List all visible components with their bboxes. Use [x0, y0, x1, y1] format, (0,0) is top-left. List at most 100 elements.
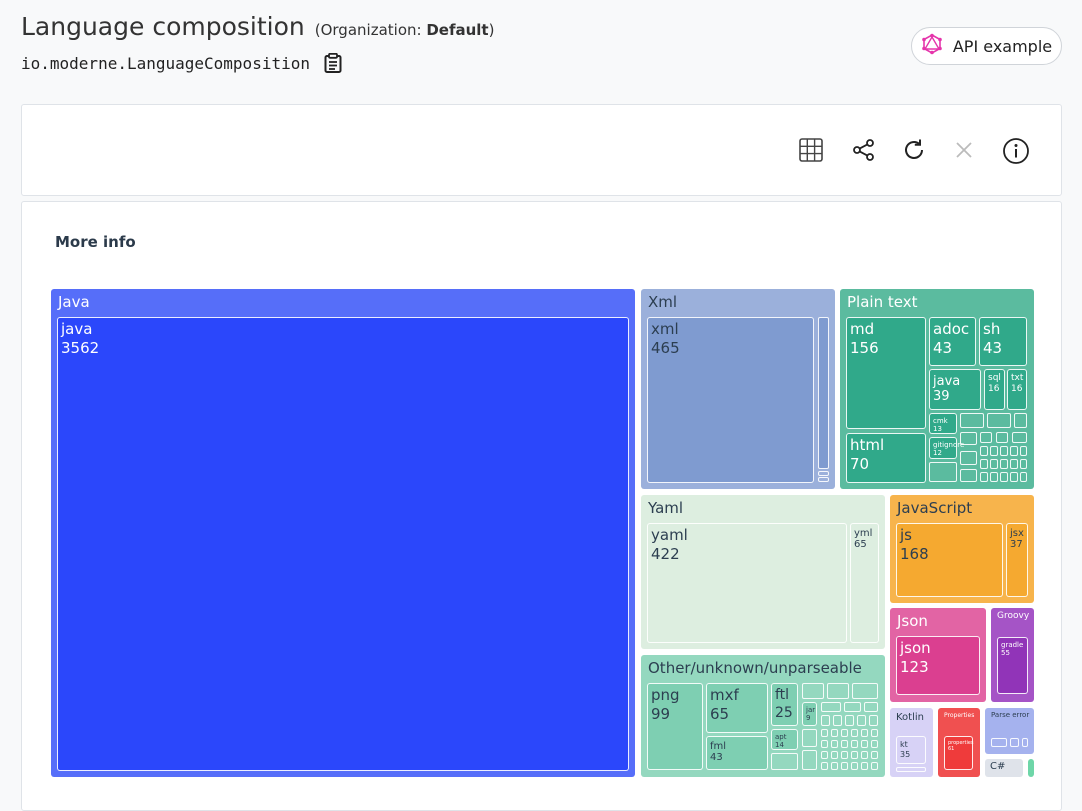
- treemap-leaf-sql[interactable]: sql 16: [984, 369, 1005, 410]
- treemap-leaf-small[interactable]: [802, 683, 824, 699]
- treemap-leaf-js[interactable]: js 168: [896, 523, 1003, 597]
- treemap-leaf-small[interactable]: [1022, 738, 1028, 747]
- treemap-leaf-small[interactable]: [771, 753, 798, 770]
- treemap-group-plain-text[interactable]: Plain text md 156 adoc 43 sh 43 java 39 sql 1…: [840, 289, 1034, 489]
- treemap-leaf-small[interactable]: [960, 413, 984, 428]
- treemap-leaf-small[interactable]: [844, 702, 861, 712]
- treemap-leaf-small[interactable]: [851, 762, 858, 770]
- treemap-leaf-small[interactable]: [1020, 446, 1027, 456]
- treemap-leaf-small[interactable]: [1000, 472, 1008, 482]
- treemap-leaf-txt[interactable]: txt 16: [1007, 369, 1027, 410]
- treemap-leaf-small[interactable]: [851, 740, 858, 748]
- treemap-leaf-fml[interactable]: fml 43: [706, 736, 768, 770]
- treemap-leaf-small[interactable]: [831, 729, 838, 737]
- treemap-leaf-small[interactable]: [845, 715, 854, 726]
- treemap-group-groovy[interactable]: Groovy gradle 55: [991, 608, 1034, 702]
- treemap-leaf-small[interactable]: [841, 762, 848, 770]
- treemap-group-kotlin[interactable]: Kotlin kt 35: [890, 708, 933, 777]
- treemap-leaf-small[interactable]: [990, 472, 998, 482]
- treemap-leaf-small[interactable]: [1000, 446, 1008, 456]
- treemap-leaf-small[interactable]: [818, 471, 829, 476]
- treemap-leaf-small[interactable]: [818, 317, 829, 469]
- treemap-leaf-small[interactable]: [871, 740, 878, 748]
- share-icon[interactable]: [851, 137, 879, 165]
- treemap-leaf-png[interactable]: png 99: [647, 683, 703, 770]
- treemap-leaf-small[interactable]: [821, 729, 828, 737]
- treemap-leaf-gradle[interactable]: gradle 55: [997, 637, 1028, 694]
- treemap-leaf-small[interactable]: [851, 751, 858, 759]
- treemap-leaf-small[interactable]: [864, 702, 878, 712]
- treemap-leaf-small[interactable]: [1020, 472, 1027, 482]
- treemap-leaf-small[interactable]: [833, 715, 842, 726]
- clipboard-icon[interactable]: [324, 52, 342, 73]
- treemap-leaf-small[interactable]: [1010, 446, 1018, 456]
- treemap-leaf-small[interactable]: [821, 702, 841, 712]
- treemap-leaf-small[interactable]: [861, 751, 868, 759]
- treemap-leaf-small[interactable]: [861, 762, 868, 770]
- treemap-group-xml[interactable]: Xml xml 465: [641, 289, 835, 489]
- treemap-group-small[interactable]: [1028, 759, 1034, 777]
- treemap-leaf-small[interactable]: [861, 729, 868, 737]
- treemap-leaf-small[interactable]: [980, 432, 992, 443]
- treemap-leaf-small[interactable]: [861, 740, 868, 748]
- treemap-leaf-json[interactable]: json 123: [896, 636, 980, 695]
- treemap-leaf-small[interactable]: [929, 462, 957, 482]
- close-icon[interactable]: [951, 137, 979, 165]
- treemap-leaf-jsx[interactable]: jsx 37: [1006, 523, 1028, 597]
- treemap-leaf-java-plain[interactable]: java 39: [929, 369, 981, 410]
- treemap-leaf-small[interactable]: [871, 751, 878, 759]
- refresh-icon[interactable]: [901, 137, 929, 165]
- treemap-leaf-xml[interactable]: xml 465: [647, 317, 814, 483]
- treemap-group-csharp[interactable]: C#: [985, 759, 1023, 777]
- treemap-leaf-small[interactable]: [980, 472, 988, 482]
- treemap-leaf-adoc[interactable]: adoc 43: [929, 317, 976, 366]
- treemap-group-properties[interactable]: Properties properties 61: [938, 708, 980, 777]
- treemap-leaf-small[interactable]: [990, 459, 998, 469]
- treemap-leaf-small[interactable]: [821, 740, 828, 748]
- treemap-leaf-html[interactable]: html 70: [846, 433, 926, 483]
- treemap-leaf-md[interactable]: md 156: [846, 317, 926, 429]
- treemap-leaf-small[interactable]: [821, 762, 828, 770]
- treemap-leaf-small[interactable]: [960, 469, 977, 482]
- treemap-leaf-small[interactable]: [852, 683, 878, 699]
- treemap-leaf-yml[interactable]: yml 65: [850, 523, 879, 643]
- treemap-leaf-small[interactable]: [987, 413, 1011, 428]
- treemap-leaf-properties[interactable]: properties 61: [944, 736, 974, 770]
- treemap-leaf-small[interactable]: [1012, 432, 1027, 443]
- info-icon[interactable]: [1002, 137, 1030, 165]
- table-icon[interactable]: [798, 137, 826, 165]
- treemap-group-yaml[interactable]: Yaml yaml 422 yml 65: [641, 495, 885, 649]
- treemap-leaf-small[interactable]: [821, 715, 830, 726]
- treemap-group-json[interactable]: Json json 123: [890, 608, 986, 702]
- treemap-leaf-small[interactable]: [802, 729, 817, 747]
- treemap-leaf-small[interactable]: [871, 729, 878, 737]
- treemap-leaf-small[interactable]: [980, 459, 988, 469]
- treemap-leaf-small[interactable]: [1000, 459, 1008, 469]
- treemap-group-parse-error[interactable]: Parse error: [985, 708, 1034, 754]
- treemap-leaf-small[interactable]: [871, 762, 878, 770]
- treemap-leaf-small[interactable]: [841, 740, 848, 748]
- treemap-leaf-yaml[interactable]: yaml 422: [647, 523, 847, 643]
- treemap-group-java[interactable]: Java java 3562: [51, 289, 635, 777]
- treemap-leaf-small[interactable]: [896, 767, 926, 772]
- treemap-leaf-mxf[interactable]: mxf 65: [706, 683, 768, 733]
- treemap-group-javascript[interactable]: JavaScript js 168 jsx 37: [890, 495, 1034, 603]
- treemap-leaf-small[interactable]: [980, 446, 988, 456]
- treemap-leaf-jar[interactable]: jar 9: [802, 702, 817, 726]
- treemap-leaf-small[interactable]: [1010, 472, 1018, 482]
- treemap-leaf-small[interactable]: [831, 740, 838, 748]
- treemap-leaf-small[interactable]: [1020, 459, 1027, 469]
- treemap-leaf-small[interactable]: [831, 751, 838, 759]
- treemap-leaf-small[interactable]: [1014, 413, 1027, 428]
- treemap-leaf-small[interactable]: [821, 751, 828, 759]
- treemap-leaf-ftl[interactable]: ftl 25: [771, 683, 798, 726]
- treemap-leaf-small[interactable]: [818, 477, 829, 482]
- treemap-leaf-small[interactable]: [841, 729, 848, 737]
- treemap-leaf-small[interactable]: [960, 451, 977, 465]
- treemap-leaf-small[interactable]: [841, 751, 848, 759]
- treemap-leaf-apt[interactable]: apt 14: [771, 729, 798, 750]
- treemap-leaf-sh[interactable]: sh 43: [979, 317, 1027, 366]
- treemap-leaf-small[interactable]: [851, 729, 858, 737]
- treemap-leaf-small[interactable]: [991, 738, 1007, 747]
- treemap-leaf-cmk[interactable]: cmk 13: [929, 413, 957, 434]
